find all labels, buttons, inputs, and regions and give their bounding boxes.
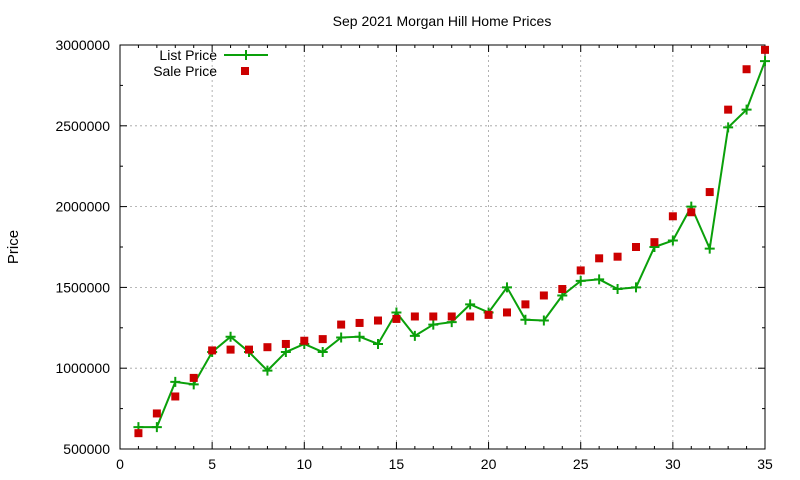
legend-label-sale-price: Sale Price xyxy=(153,63,217,79)
sale-price-point xyxy=(226,345,235,354)
sale-price-point xyxy=(134,429,143,438)
x-tick-label: 0 xyxy=(116,456,124,472)
sale-price-point xyxy=(374,316,382,325)
sale-price-point xyxy=(300,336,309,345)
sale-price-point xyxy=(761,45,769,54)
legend: List Price Sale Price xyxy=(153,47,268,79)
y-tick-label: 1500000 xyxy=(55,279,110,295)
list-price-point xyxy=(631,282,641,293)
sale-price-point xyxy=(263,343,272,352)
x-tick-label: 20 xyxy=(481,456,497,472)
list-price-point xyxy=(760,56,770,67)
x-tick-label: 25 xyxy=(573,456,589,472)
sale-price-point xyxy=(668,212,677,221)
list-price-point xyxy=(594,274,605,285)
list-price-point xyxy=(428,319,439,330)
y-tick-label: 2500000 xyxy=(55,118,110,134)
y-tick-label: 3000000 xyxy=(55,37,110,53)
sale-price-point xyxy=(484,310,493,319)
sale-price-point xyxy=(558,285,567,294)
sale-price-point xyxy=(742,65,751,74)
axis-ticks xyxy=(119,44,766,450)
list-price-point xyxy=(354,331,365,342)
sale-price-point xyxy=(539,291,548,300)
grid xyxy=(120,45,765,449)
series xyxy=(133,45,770,438)
x-tick-label: 35 xyxy=(757,456,773,472)
y-tick-label: 500000 xyxy=(63,441,110,457)
list-price-point xyxy=(741,104,752,115)
sale-price-point xyxy=(466,312,475,321)
sale-price-point xyxy=(281,339,290,348)
sale-price-point xyxy=(245,345,253,354)
sale-price-point xyxy=(355,318,364,327)
sale-price-point xyxy=(595,254,604,263)
list-price-point xyxy=(538,315,549,326)
legend-label-list-price: List Price xyxy=(159,47,217,63)
list-price-point xyxy=(373,338,383,349)
sale-price-point xyxy=(410,312,419,321)
list-price-point xyxy=(704,243,715,254)
list-price-point xyxy=(280,347,291,358)
x-tick-label: 15 xyxy=(389,456,405,472)
list-price-point xyxy=(667,235,678,246)
list-price-point xyxy=(520,314,531,325)
sale-price-point xyxy=(318,335,327,344)
sale-price-point xyxy=(171,392,180,401)
list-price-point xyxy=(723,122,734,133)
x-tick-label: 30 xyxy=(665,456,681,472)
sale-price-point xyxy=(650,238,659,247)
sale-price-point xyxy=(429,312,438,321)
sale-price-point xyxy=(613,252,622,261)
sale-price-point xyxy=(447,312,456,321)
list-price-point xyxy=(465,299,476,310)
list-price-point xyxy=(262,365,273,376)
tick-labels: 0 5 10 15 20 25 30 35 500000 1000000 1500000 200000… xyxy=(55,37,773,472)
sale-price-point xyxy=(337,320,346,329)
y-tick-label: 1000000 xyxy=(55,360,110,376)
list-price-point xyxy=(502,282,512,293)
sale-price-point xyxy=(576,266,585,275)
list-price-point xyxy=(409,330,420,341)
sale-price-point xyxy=(724,105,733,114)
sale-price-point xyxy=(632,243,640,251)
chart-title: Sep 2021 Morgan Hill Home Prices xyxy=(333,13,552,29)
sale-price-point xyxy=(392,314,401,323)
x-tick-label: 10 xyxy=(296,456,312,472)
sale-price-point xyxy=(705,188,714,197)
list-price-point xyxy=(575,275,586,286)
list-price-point xyxy=(225,331,236,342)
list-price-point xyxy=(317,347,328,358)
sale-price-point xyxy=(208,346,217,355)
list-price-point xyxy=(612,284,623,295)
sale-price-point xyxy=(687,208,696,217)
y-axis-label: Price xyxy=(5,230,22,264)
sale-price-point xyxy=(521,300,530,309)
legend-marker-sale-price xyxy=(241,67,249,75)
list-price-point xyxy=(336,332,347,343)
sale-price-point xyxy=(189,373,198,382)
sale-price-point xyxy=(152,409,161,418)
list-price-point xyxy=(151,422,162,433)
x-tick-label: 5 xyxy=(208,456,216,472)
list-price-point xyxy=(170,376,181,387)
sale-price-point xyxy=(503,308,511,317)
legend-marker-list-price xyxy=(241,50,251,60)
y-tick-label: 2000000 xyxy=(55,199,110,215)
